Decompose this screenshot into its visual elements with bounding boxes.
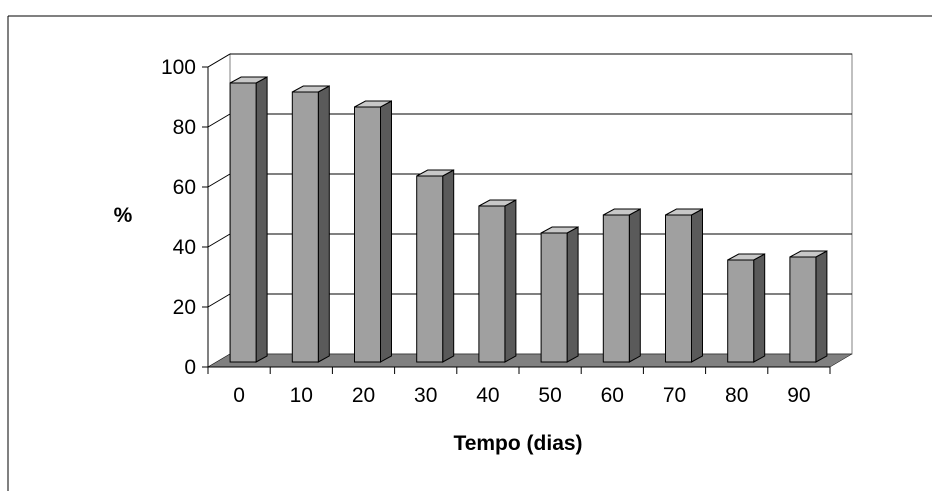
bar-side bbox=[691, 208, 703, 363]
bar-front bbox=[540, 232, 568, 363]
x-tick-label: 70 bbox=[663, 384, 686, 407]
bar-side bbox=[380, 100, 392, 363]
bar-side bbox=[566, 226, 579, 363]
bar-side bbox=[442, 169, 455, 363]
x-tick-label: 0 bbox=[233, 384, 245, 407]
x-tick-label: 40 bbox=[476, 384, 499, 407]
gridline-side bbox=[207, 113, 231, 128]
bar-side bbox=[255, 76, 268, 363]
y-tick-label: 80 bbox=[173, 116, 196, 139]
bar-front bbox=[665, 214, 692, 363]
bar bbox=[478, 199, 517, 363]
gridline-side bbox=[207, 233, 231, 248]
x-tick-label: 10 bbox=[290, 384, 313, 407]
bar bbox=[229, 76, 268, 363]
bar-side bbox=[628, 208, 641, 363]
gridline-side bbox=[207, 173, 231, 188]
bar bbox=[540, 226, 579, 363]
x-tick-label: 80 bbox=[725, 384, 748, 407]
x-tick-label: 50 bbox=[538, 384, 561, 407]
x-tick-label: 30 bbox=[414, 384, 437, 407]
bar-front bbox=[789, 256, 817, 363]
bar-side bbox=[753, 253, 766, 363]
bar-side bbox=[317, 85, 330, 363]
bar-front bbox=[354, 106, 381, 363]
bar bbox=[602, 208, 641, 363]
x-tick-labels: 0 10 20 30 40 50 60 70 80 90 bbox=[233, 384, 810, 407]
bar-side bbox=[815, 250, 828, 363]
bar-front bbox=[416, 175, 444, 363]
x-tick-label: 90 bbox=[787, 384, 810, 407]
bar bbox=[727, 253, 766, 363]
bar bbox=[665, 208, 703, 363]
bar-front bbox=[478, 205, 506, 363]
bar bbox=[354, 100, 392, 363]
y-tick-label: 60 bbox=[173, 176, 196, 199]
x-axis-title: Tempo (dias) bbox=[453, 432, 582, 455]
y-tick-labels: 0 20 40 60 80 100 bbox=[161, 56, 196, 379]
bars bbox=[229, 76, 828, 363]
x-tick-label: 20 bbox=[352, 384, 375, 407]
bar bbox=[291, 85, 330, 363]
y-tick-label: 20 bbox=[173, 296, 196, 319]
bar-front bbox=[229, 82, 257, 363]
y-tick-label: 0 bbox=[184, 356, 196, 379]
gridline-side bbox=[207, 53, 231, 68]
bar bbox=[416, 169, 455, 363]
gridline-side bbox=[207, 293, 231, 308]
y-tick-label: 100 bbox=[161, 56, 196, 79]
bar-side bbox=[504, 199, 517, 363]
bar-front bbox=[602, 214, 630, 363]
axes bbox=[202, 66, 831, 374]
bar-front bbox=[291, 91, 319, 363]
side-wall-panel bbox=[207, 53, 231, 368]
y-axis-title: % bbox=[114, 204, 133, 227]
x-tick-label: 60 bbox=[601, 384, 624, 407]
y-tick-label: 40 bbox=[173, 236, 196, 259]
bar bbox=[789, 250, 828, 363]
bar-front bbox=[727, 259, 755, 363]
chart-border bbox=[7, 15, 932, 491]
